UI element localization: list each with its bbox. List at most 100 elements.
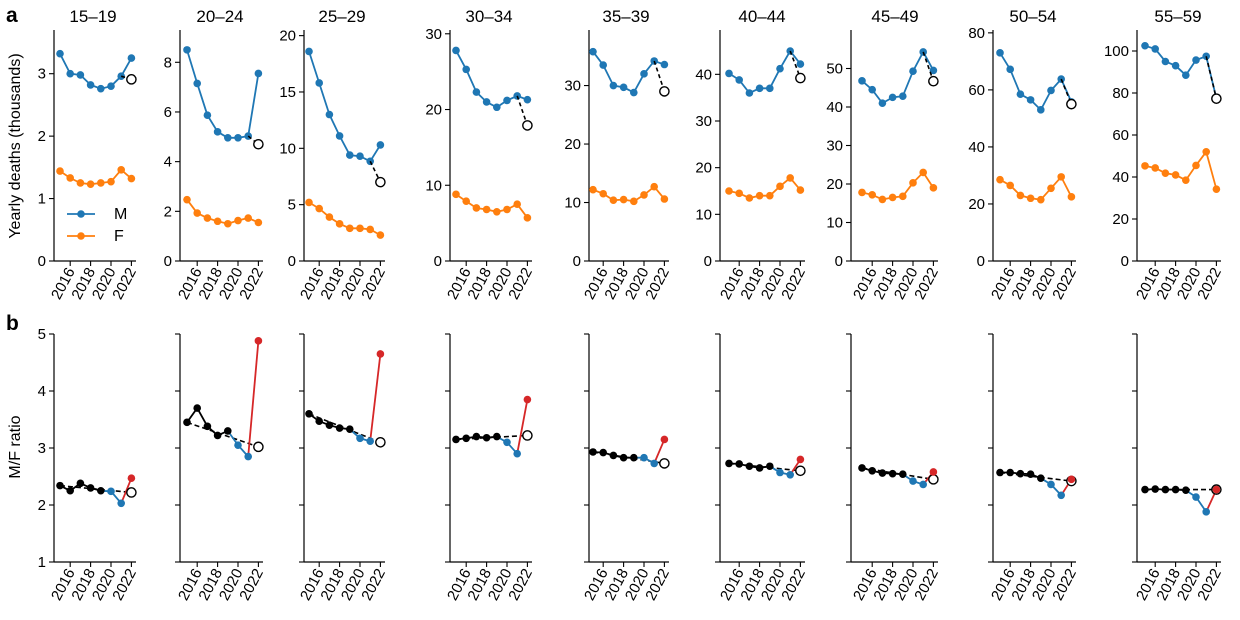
expected-ratio-point (522, 430, 533, 441)
data-point-F (335, 220, 344, 228)
ratio-point (589, 448, 597, 456)
data-point-M (630, 88, 638, 97)
y-tick-label: 20 (279, 28, 296, 45)
data-point-F (919, 168, 927, 177)
y-tick-label: 0 (835, 253, 843, 270)
data-point-F (796, 186, 805, 194)
y-tick-label: 2 (38, 497, 46, 514)
data-point-M (86, 81, 95, 89)
y-tick-label: 10 (279, 140, 296, 157)
data-point-F (66, 174, 74, 182)
data-point-M (234, 134, 242, 142)
panel-b-label: b (6, 312, 19, 335)
y-tick-label: 0 (573, 253, 581, 270)
data-point-M (452, 46, 460, 55)
ratio-point (619, 453, 628, 462)
ratio-point (346, 425, 354, 433)
expected-point (1066, 98, 1077, 110)
subplot-title: 15–19 (69, 7, 116, 26)
data-point-M (462, 65, 471, 74)
ratio-point (462, 434, 471, 443)
expected-trend-line (922, 51, 935, 82)
data-point-F (452, 190, 460, 199)
ratio-line-2022 (516, 399, 529, 454)
y-tick-label: 5 (38, 326, 46, 343)
y-axis-label-deaths: Yearly deaths (thousands) (7, 53, 24, 238)
ratio-line-2022 (653, 439, 666, 464)
ratio-point (1026, 470, 1035, 479)
data-point-M (203, 111, 212, 119)
expected-trend-line (369, 160, 382, 183)
ratio-point (193, 404, 201, 412)
data-point-F (766, 191, 774, 200)
ratio-point (1161, 485, 1170, 494)
ratio-point (1202, 508, 1210, 516)
data-point-F (1016, 191, 1025, 200)
data-point-F (1212, 185, 1221, 193)
series-line-M (861, 50, 935, 105)
expected-ratio-point (253, 441, 264, 453)
expected-ratio-point (375, 436, 386, 448)
ratio-point (1151, 485, 1159, 493)
ratio-point (878, 469, 887, 477)
y-tick-label: 5 (288, 197, 296, 214)
ratio-point (56, 481, 64, 490)
data-point-F (1067, 193, 1076, 201)
expected-ratio-point (795, 465, 806, 477)
data-point-M (472, 88, 481, 96)
data-point-M (76, 71, 85, 79)
expected-point (253, 138, 264, 150)
y-tick-label: 20 (968, 196, 985, 213)
data-point-F (472, 204, 481, 212)
ratio-point (796, 455, 805, 464)
ratio-point (482, 433, 491, 442)
data-point-F (376, 231, 385, 239)
data-point-F (1006, 181, 1014, 190)
expected-point (375, 176, 386, 188)
y-tick-label: 40 (1112, 169, 1129, 186)
data-point-F (878, 195, 887, 204)
ratio-point (254, 337, 263, 345)
ratio-point (493, 432, 501, 441)
data-point-F (1047, 184, 1055, 193)
ratio-point (305, 410, 313, 418)
data-point-F (786, 174, 794, 182)
expected-point (795, 72, 806, 84)
ratio-point (766, 462, 774, 471)
data-point-F (183, 195, 191, 204)
data-point-F (1192, 161, 1200, 170)
data-point-F (735, 189, 743, 198)
ratio-line-2022 (369, 353, 382, 442)
data-point-F (909, 179, 917, 187)
data-point-F (776, 182, 784, 191)
data-point-M (868, 85, 876, 94)
ratio-point (599, 448, 607, 457)
ratio-point (660, 435, 669, 444)
ratio-point (1182, 486, 1190, 494)
data-point-F (56, 167, 64, 175)
ratio-point (745, 462, 754, 471)
ratio-point (127, 474, 136, 483)
data-point-F (1182, 176, 1190, 184)
data-point-M (776, 64, 784, 73)
y-tick-label: 10 (826, 215, 843, 232)
data-point-F (482, 205, 491, 214)
y-tick-label: 30 (425, 26, 442, 43)
data-point-F (203, 214, 212, 222)
data-point-M (56, 49, 64, 58)
data-point-M (1171, 61, 1180, 70)
ratio-point (1037, 474, 1045, 483)
ratio-line-2022 (120, 477, 133, 504)
data-point-M (493, 103, 501, 112)
expected-ratio-point (659, 458, 670, 469)
ratio-point (107, 487, 115, 496)
ratio-point (735, 460, 743, 468)
data-point-F (213, 217, 222, 226)
data-point-M (335, 132, 344, 140)
